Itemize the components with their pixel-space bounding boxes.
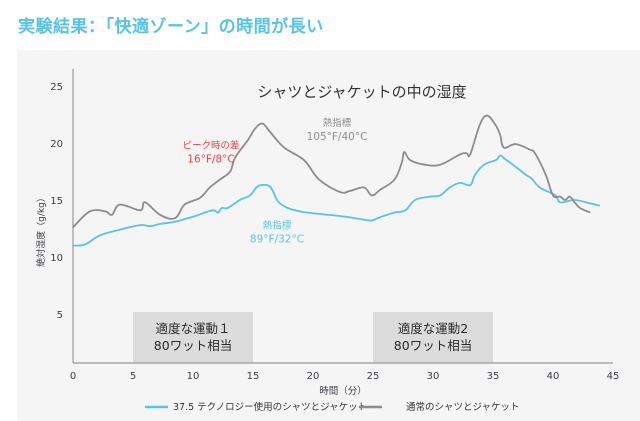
- series-lines: [72, 114, 601, 247]
- y-tick-label: 5: [57, 310, 63, 321]
- x-tick-label: 35: [487, 371, 500, 382]
- x-tick-label: 5: [130, 371, 136, 382]
- y-tick-label: 15: [50, 196, 63, 207]
- exercise-band-power: 80ワット相当: [394, 338, 472, 353]
- annotation-value: 105°F/40°C: [307, 131, 368, 143]
- chart-title: シャツとジャケットの中の湿度: [257, 83, 466, 101]
- annotation-value: 89°F/32°C: [250, 234, 304, 246]
- exercise-band-2: [373, 312, 493, 364]
- series-line-37-5-technology: [72, 154, 601, 247]
- page-heading: 実験結果：「快適ゾーン」の時間が長い: [18, 17, 324, 37]
- x-tick-label: 25: [367, 371, 380, 382]
- y-axis-label: 絶対湿度（g/kg）: [35, 193, 47, 267]
- legend-label-blue: 37.5 テクノロジー使用のシャツとジャケット: [173, 401, 367, 413]
- exercise-band-label: 適度な運動2: [398, 321, 468, 336]
- x-tick-label: 40: [547, 371, 560, 382]
- annotation-title: 熱指標: [263, 220, 292, 232]
- annotation-title: 熱指標: [323, 117, 352, 129]
- exercise-band-1: [133, 312, 253, 364]
- x-tick-labels: 0 5 10 15 20 25 30 35 40 45: [70, 371, 620, 382]
- annotation-heat-index-regular: 熱指標 105°F/40°C: [307, 117, 368, 143]
- y-tick-label: 25: [50, 82, 63, 93]
- chart-panel: [17, 50, 640, 421]
- legend: 37.5 テクノロジー使用のシャツとジャケット 通常のシャツとジャケット: [145, 401, 520, 413]
- x-tick-label: 45: [607, 371, 620, 382]
- annotation-title: ピーク時の差: [182, 140, 239, 152]
- x-tick-label: 20: [307, 371, 320, 382]
- series-line-regular: [72, 114, 591, 229]
- y-tick-label: 20: [50, 139, 63, 150]
- y-tick-label: 10: [50, 253, 63, 264]
- annotations: ピーク時の差 16°F/8°C 熱指標 105°F/40°C 熱指標 89°F/32°C: [182, 117, 367, 246]
- legend-label-gray: 通常のシャツとジャケット: [406, 401, 520, 413]
- annotation-heat-index-technology: 熱指標 89°F/32°C: [250, 220, 304, 246]
- y-tick-labels: 5 10 15 20 25: [50, 82, 63, 321]
- x-tick-label: 30: [427, 371, 440, 382]
- annotation-value: 16°F/8°C: [187, 154, 234, 166]
- x-axis-label: 時間（分）: [319, 385, 367, 397]
- x-tick-label: 0: [70, 371, 76, 382]
- exercise-band-power: 80ワット相当: [154, 338, 232, 353]
- x-tick-label: 10: [187, 371, 200, 382]
- exercise-band-label: 適度な運動１: [155, 321, 230, 336]
- annotation-peak-difference: ピーク時の差 16°F/8°C: [182, 140, 239, 166]
- x-tick-label: 15: [247, 371, 260, 382]
